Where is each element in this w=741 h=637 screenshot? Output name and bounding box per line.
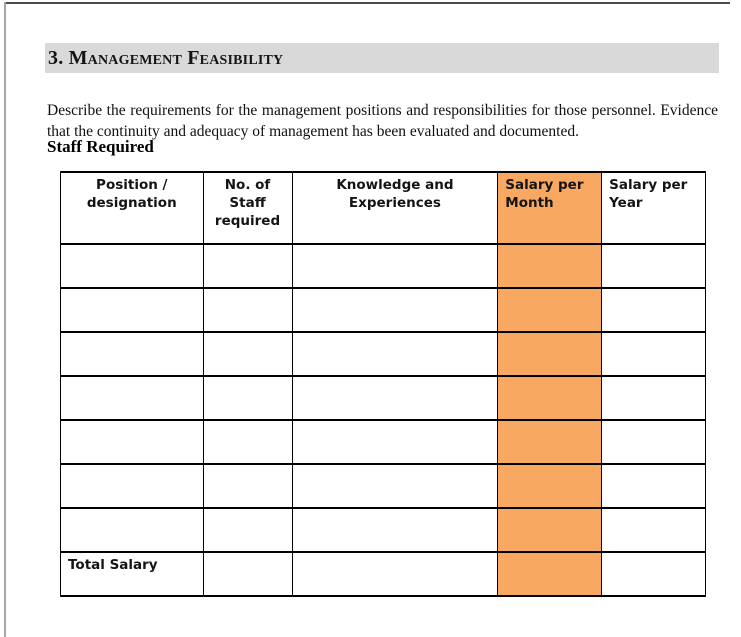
staff-table-empty-cell[interactable] <box>291 331 499 377</box>
staff-table-empty-cell[interactable] <box>202 507 293 553</box>
staff-table-empty-cell[interactable] <box>497 287 603 333</box>
total-salary-cell[interactable] <box>202 551 293 597</box>
staff-table-empty-cell[interactable] <box>202 243 293 289</box>
staff-table-empty-row <box>60 287 706 333</box>
staff-table-empty-cell[interactable] <box>497 243 603 289</box>
section-description: Describe the requirements for the manage… <box>47 101 718 140</box>
staff-table-empty-cell[interactable] <box>601 243 706 289</box>
staff-table-empty-cell[interactable] <box>497 507 603 553</box>
total-salary-cell[interactable] <box>601 551 706 597</box>
col-header-no-of-staff-required: No. of Staff required <box>202 171 293 245</box>
staff-table-empty-cell[interactable] <box>202 331 293 377</box>
section-title: 3. Management Feasibility <box>48 47 284 69</box>
staff-table-empty-cell[interactable] <box>601 463 706 509</box>
staff-table-empty-row <box>60 507 706 553</box>
total-salary-row: Total Salary <box>60 551 706 597</box>
staff-table-empty-cell[interactable] <box>601 507 706 553</box>
total-salary-cell[interactable] <box>291 551 499 597</box>
staff-table-empty-cell[interactable] <box>202 463 293 509</box>
staff-required-table: Position / designation No. of Staff requ… <box>60 171 706 597</box>
col-header-salary-per-month: Salary per Month <box>497 171 603 245</box>
staff-table-empty-cell[interactable] <box>60 463 204 509</box>
page-border-left <box>4 2 6 637</box>
staff-table-empty-cell[interactable] <box>60 287 204 333</box>
total-salary-cell[interactable] <box>497 551 603 597</box>
staff-table-header-row: Position / designation No. of Staff requ… <box>60 171 706 245</box>
total-salary-label-cell: Total Salary <box>60 551 204 597</box>
staff-table-empty-row <box>60 331 706 377</box>
staff-table-empty-cell[interactable] <box>291 375 499 421</box>
staff-table-empty-cell[interactable] <box>60 375 204 421</box>
staff-required-heading: Staff Required <box>47 137 154 156</box>
staff-table-empty-cell[interactable] <box>202 419 293 465</box>
staff-table-empty-row <box>60 243 706 289</box>
staff-table-empty-cell[interactable] <box>60 419 204 465</box>
staff-table-empty-cell[interactable] <box>60 507 204 553</box>
staff-table-empty-row <box>60 375 706 421</box>
staff-table-empty-row <box>60 463 706 509</box>
staff-table-empty-cell[interactable] <box>497 331 603 377</box>
staff-table-empty-cell[interactable] <box>291 507 499 553</box>
staff-table-empty-cell[interactable] <box>497 463 603 509</box>
page-border-top <box>6 2 730 4</box>
staff-table-header: Position / designation No. of Staff requ… <box>60 171 706 245</box>
staff-table-body <box>60 243 706 553</box>
staff-table-empty-cell[interactable] <box>601 287 706 333</box>
staff-table-empty-cell[interactable] <box>497 375 603 421</box>
col-header-position-designation: Position / designation <box>60 171 204 245</box>
staff-table-empty-cell[interactable] <box>601 375 706 421</box>
staff-table-empty-cell[interactable] <box>60 243 204 289</box>
staff-table-footer: Total Salary <box>60 551 706 597</box>
staff-table-empty-cell[interactable] <box>601 331 706 377</box>
section-title-bar: 3. Management Feasibility <box>45 43 719 73</box>
staff-table-empty-cell[interactable] <box>291 463 499 509</box>
staff-table-empty-cell[interactable] <box>291 419 499 465</box>
staff-table-empty-cell[interactable] <box>497 419 603 465</box>
staff-table-empty-cell[interactable] <box>291 287 499 333</box>
staff-table-empty-row <box>60 419 706 465</box>
staff-table-empty-cell[interactable] <box>60 331 204 377</box>
col-header-salary-per-year: Salary per Year <box>601 171 706 245</box>
staff-table-empty-cell[interactable] <box>291 243 499 289</box>
staff-table-empty-cell[interactable] <box>202 375 293 421</box>
col-header-knowledge-and-experiences: Knowledge and Experiences <box>291 171 499 245</box>
staff-table-empty-cell[interactable] <box>601 419 706 465</box>
staff-table-empty-cell[interactable] <box>202 287 293 333</box>
